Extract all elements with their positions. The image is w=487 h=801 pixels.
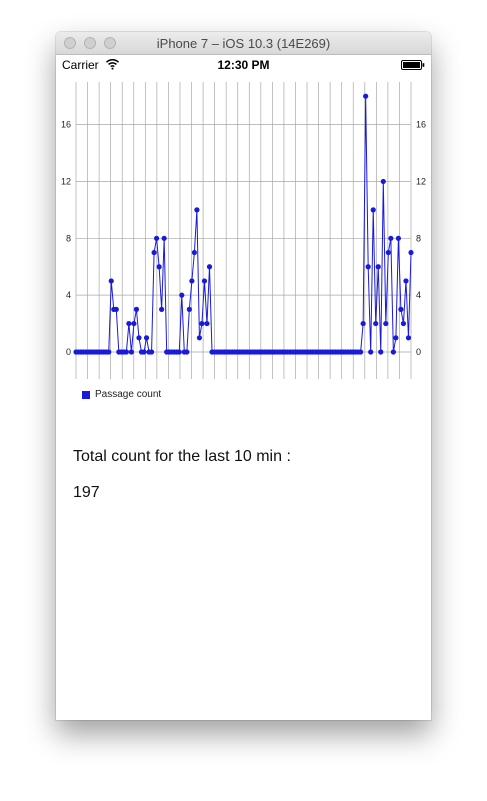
data-point <box>184 349 190 355</box>
data-point <box>390 349 396 355</box>
data-point <box>360 320 366 327</box>
data-point <box>398 306 404 312</box>
data-point <box>378 349 384 355</box>
data-point <box>176 349 182 355</box>
data-point <box>201 278 208 284</box>
zoom-window-button[interactable] <box>104 37 116 49</box>
window-title: iPhone 7 – iOS 10.3 (14E269) <box>156 36 331 51</box>
data-point <box>373 320 379 327</box>
data-point <box>358 349 364 355</box>
y-tick-label-right: 16 <box>416 120 426 130</box>
data-point <box>393 335 399 341</box>
data-point <box>400 320 407 327</box>
data-point <box>133 306 140 312</box>
data-point <box>123 349 129 355</box>
carrier-label: Carrier <box>62 58 99 72</box>
minimize-window-button[interactable] <box>84 37 96 49</box>
passage-count-chart: 0 0 4 4 8 8 12 12 16 16 <box>61 82 426 379</box>
data-point <box>206 264 213 270</box>
data-point <box>194 207 200 213</box>
battery-icon <box>401 60 425 70</box>
y-tick-label-left: 8 <box>66 233 71 243</box>
data-point <box>136 335 142 341</box>
data-point <box>383 320 389 327</box>
data-point <box>368 349 374 355</box>
data-point <box>388 235 394 241</box>
data-point <box>370 207 376 213</box>
total-count-value: 197 <box>73 484 100 501</box>
data-point <box>186 306 192 312</box>
data-point <box>148 349 155 355</box>
data-point <box>108 278 114 284</box>
data-point <box>408 249 414 256</box>
data-point <box>380 178 386 185</box>
data-point <box>199 320 205 327</box>
data-point <box>161 235 167 241</box>
data-point <box>131 320 137 327</box>
data-point <box>106 349 112 355</box>
window-titlebar: iPhone 7 – iOS 10.3 (14E269) <box>56 32 431 55</box>
data-point <box>191 249 197 256</box>
y-tick-label-right: 12 <box>416 176 426 186</box>
status-time: 12:30 PM <box>217 58 270 72</box>
data-point <box>375 264 381 270</box>
data-point <box>365 264 371 270</box>
total-count-label: Total count for the last 10 min : <box>73 448 291 465</box>
data-point <box>189 278 195 284</box>
y-tick-label-left: 16 <box>61 120 71 130</box>
data-point <box>179 292 185 298</box>
data-point <box>363 93 369 99</box>
series-line <box>76 96 412 353</box>
y-tick-label-left: 4 <box>66 290 71 300</box>
data-point <box>403 278 409 284</box>
data-point <box>204 320 210 327</box>
data-point <box>385 249 391 256</box>
y-tick-label-right: 0 <box>416 347 421 357</box>
data-point <box>143 335 150 341</box>
data-point <box>141 349 147 355</box>
y-tick-label-right: 4 <box>416 290 421 300</box>
simulator-window: iPhone 7 – iOS 10.3 (14E269) Carrier 12:… <box>56 32 431 720</box>
wifi-icon <box>106 58 119 70</box>
data-point <box>154 235 160 241</box>
y-tick-label-left: 12 <box>61 176 71 186</box>
data-point <box>126 320 132 327</box>
data-point <box>405 335 412 341</box>
data-point <box>156 264 162 270</box>
data-point <box>196 335 203 341</box>
legend-label: Passage count <box>95 389 162 400</box>
y-tick-label-left: 0 <box>66 347 71 357</box>
data-point <box>159 306 165 312</box>
data-point <box>151 249 157 256</box>
legend-swatch <box>82 391 90 399</box>
data-point <box>128 349 135 355</box>
data-point <box>395 235 402 241</box>
y-tick-label-right: 8 <box>416 233 421 243</box>
ios-status-bar: Carrier 12:30 PM <box>56 55 431 75</box>
data-point <box>113 306 119 312</box>
close-window-button[interactable] <box>64 37 76 49</box>
